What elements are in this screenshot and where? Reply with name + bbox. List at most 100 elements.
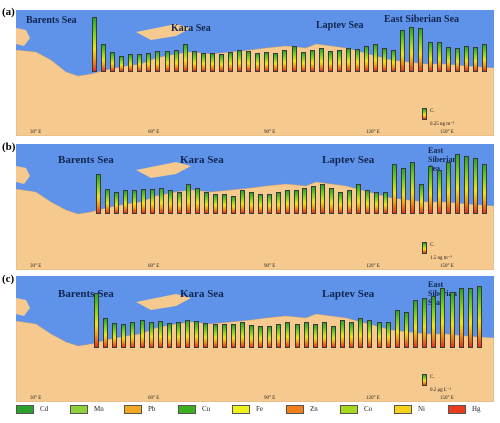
station-bar [285, 322, 291, 348]
station-bar [176, 322, 182, 348]
station-bar [128, 54, 134, 72]
station-bar [431, 296, 437, 348]
legend-swatch [340, 405, 358, 414]
station-bar [167, 190, 173, 214]
sea-label-laptev: Laptev Sea [322, 288, 375, 300]
sea-label-east-siberian: East Siberian Sea [384, 14, 460, 25]
station-bar [309, 50, 315, 72]
station-bar [212, 324, 218, 348]
station-bar [112, 323, 118, 348]
sea-label-barents: Barents Sea [58, 154, 114, 166]
station-bar [312, 324, 318, 348]
station-bar [218, 54, 224, 72]
station-bar [340, 320, 346, 348]
station-bar [137, 54, 143, 72]
map-panel-a: Barents Sea Kara Sea Laptev Sea East Sib… [16, 10, 494, 136]
station-bar [455, 154, 461, 214]
station-bar [436, 42, 442, 72]
longitude-tick: 120° E [366, 396, 380, 401]
station-bar [157, 321, 163, 348]
sea-label-kara: Kara Sea [171, 23, 211, 34]
station-bar [467, 288, 473, 348]
station-bar [318, 48, 324, 72]
station-bar [331, 326, 337, 348]
station-bar [103, 318, 109, 348]
station-bar [311, 186, 317, 214]
station-bar [428, 166, 434, 214]
station-bar [427, 42, 433, 72]
longitude-tick: 90° E [264, 396, 276, 401]
station-bar [437, 170, 443, 214]
station-bar [464, 156, 470, 214]
station-bar [418, 28, 424, 72]
station-bar [320, 184, 326, 214]
station-bar [228, 52, 234, 72]
station-bar [394, 310, 400, 348]
station-bar [158, 188, 164, 214]
station-bar [140, 189, 146, 214]
station-bar [104, 189, 110, 214]
map-panel-c: Barents Sea Kara Sea Laptev Sea East Sib… [16, 276, 494, 402]
station-bar [413, 300, 419, 348]
longitude-tick: 30° E [30, 264, 42, 269]
station-bar [382, 48, 388, 72]
station-bar [476, 286, 482, 348]
scale-unit-label: C. [430, 243, 435, 248]
station-bar [246, 51, 252, 72]
station-bar [419, 184, 425, 214]
longitude-tick: 150° E [440, 264, 454, 269]
station-bar [392, 164, 398, 214]
station-bar [364, 46, 370, 72]
longitude-tick: 150° E [440, 130, 454, 135]
station-bar [264, 52, 270, 72]
station-bar [409, 27, 415, 72]
station-bar [481, 44, 487, 72]
station-bar [273, 53, 279, 72]
station-bar [367, 320, 373, 348]
station-bar [401, 168, 407, 214]
longitude-tick: 60° E [148, 396, 160, 401]
station-bar [275, 192, 281, 214]
longitude-tick: 120° E [366, 264, 380, 269]
station-bar [449, 292, 455, 348]
legend-swatch [124, 405, 142, 414]
station-bar [149, 189, 155, 214]
station-bar [258, 326, 264, 348]
station-bar [113, 192, 119, 214]
station-bar [293, 190, 299, 214]
scale-unit-label: C. [430, 109, 435, 114]
station-bar [300, 52, 306, 72]
station-bar [458, 288, 464, 348]
metal-legend: Cd Mn Pb Cu Fe Zn Co Ni Hg [16, 403, 494, 417]
station-bar [203, 192, 209, 214]
station-bar [239, 190, 245, 214]
station-bar [122, 190, 128, 214]
station-bar [194, 188, 200, 214]
station-bar [92, 17, 97, 72]
station-bar [121, 324, 127, 348]
station-bar [166, 323, 172, 348]
legend-label: Zn [310, 405, 318, 413]
scale-unit-label: C. [430, 375, 435, 380]
station-bar [200, 53, 206, 72]
station-bar [373, 44, 379, 72]
station-bar [148, 322, 154, 348]
legend-label: Pb [148, 405, 156, 413]
station-bar [110, 52, 116, 72]
legend-label: Hg [472, 405, 481, 413]
station-bar [356, 184, 362, 214]
station-bar [267, 326, 273, 348]
station-bar [221, 194, 227, 214]
sea-label-east-siberian: East Siberian Sea [428, 146, 457, 173]
station-bar [374, 192, 380, 214]
station-bar [473, 158, 479, 214]
station-bar [354, 49, 360, 72]
station-bar [345, 48, 351, 72]
station-bar [463, 46, 469, 72]
station-bar [284, 190, 290, 214]
station-bar [446, 162, 452, 214]
station-bar [329, 188, 335, 214]
station-bar [155, 51, 161, 72]
station-bar [96, 174, 101, 214]
sea-label-kara: Kara Sea [180, 288, 224, 300]
